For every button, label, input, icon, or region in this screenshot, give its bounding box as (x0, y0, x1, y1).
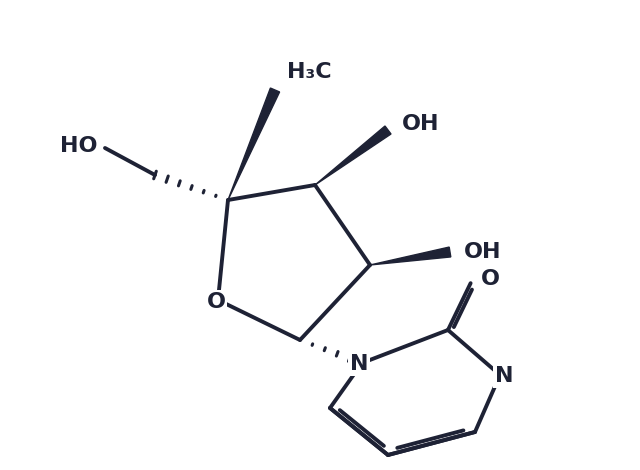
Text: O: O (481, 269, 500, 289)
Text: OH: OH (464, 242, 502, 262)
Text: O: O (207, 292, 225, 312)
Text: N: N (495, 366, 513, 386)
Polygon shape (370, 247, 451, 265)
Text: H₃C: H₃C (287, 62, 332, 82)
Polygon shape (315, 126, 391, 185)
Text: OH: OH (402, 114, 440, 134)
Polygon shape (228, 88, 280, 200)
Text: HO: HO (60, 136, 97, 156)
Text: N: N (349, 354, 368, 374)
